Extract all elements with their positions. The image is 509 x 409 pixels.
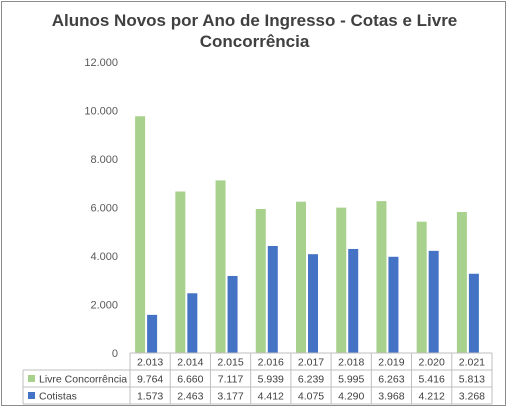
bar-livre-concorrencia	[416, 221, 427, 353]
legend-label: Livre Concorrência	[39, 374, 127, 386]
data-label: 4.212	[419, 391, 445, 403]
data-label: 5.995	[338, 374, 364, 386]
data-label: 4.412	[258, 391, 284, 403]
y-tick-label: 2.000	[90, 300, 118, 312]
category-label: 2.014	[177, 357, 203, 369]
bar-cotistas	[388, 256, 399, 353]
data-label: 6.239	[298, 374, 324, 386]
bar-livre-concorrencia	[296, 201, 306, 353]
category-label: 2.021	[459, 357, 485, 369]
chart-title-line1: Alunos Novos por Ano de Ingresso - Cotas…	[51, 11, 458, 30]
bar-cotistas	[468, 273, 479, 353]
data-label: 3.268	[459, 391, 485, 403]
bar-cotistas	[267, 246, 278, 353]
legend-label: Cotistas	[39, 391, 77, 403]
bar-cotistas	[147, 314, 158, 353]
data-label: 6.263	[378, 374, 404, 386]
data-label: 4.075	[298, 391, 324, 403]
data-label: 9.764	[137, 374, 163, 386]
data-label: 7.117	[218, 374, 244, 386]
category-label: 2.016	[258, 357, 284, 369]
data-label: 5.813	[459, 374, 485, 386]
category-label: 2.013	[137, 357, 163, 369]
data-label: 1.573	[137, 391, 163, 403]
data-label: 5.416	[419, 374, 445, 386]
bar-cotistas	[227, 275, 238, 353]
data-label: 3.177	[217, 391, 243, 403]
y-tick-label: 12.000	[84, 57, 118, 69]
bar-cotistas	[187, 293, 198, 353]
bar-livre-concorrencia	[376, 201, 387, 353]
chart-title: Alunos Novos por Ano de Ingresso - Cotas…	[0, 10, 509, 52]
bar-cotistas	[308, 254, 318, 353]
bar-livre-concorrencia	[175, 191, 186, 353]
legend-key-livre-concorrencia	[28, 375, 35, 382]
data-label: 2.463	[177, 391, 203, 403]
y-tick-label: 8.000	[90, 154, 118, 166]
bar-livre-concorrencia	[336, 207, 347, 353]
category-label: 2.017	[298, 357, 324, 369]
y-tick-label: 4.000	[90, 251, 118, 263]
legend-key-cotistas	[28, 392, 35, 399]
bar-cotistas	[428, 250, 439, 353]
y-tick-label: 0	[112, 348, 118, 360]
category-label: 2.018	[338, 357, 364, 369]
data-label: 4.290	[338, 391, 364, 403]
data-label: 3.968	[378, 391, 404, 403]
data-label: 5.939	[258, 374, 284, 386]
chart-title-line2: Concorrência	[199, 32, 310, 51]
bar-livre-concorrencia	[215, 180, 226, 353]
category-label: 2.020	[419, 357, 445, 369]
bar-cotistas	[348, 248, 359, 353]
bar-livre-concorrencia	[456, 212, 467, 353]
data-label: 6.660	[177, 374, 203, 386]
category-label: 2.019	[378, 357, 404, 369]
y-tick-label: 6.000	[90, 203, 118, 215]
category-label: 2.015	[217, 357, 243, 369]
bar-livre-concorrencia	[255, 208, 266, 353]
y-tick-label: 10.000	[84, 106, 118, 118]
bar-livre-concorrencia	[135, 116, 146, 354]
